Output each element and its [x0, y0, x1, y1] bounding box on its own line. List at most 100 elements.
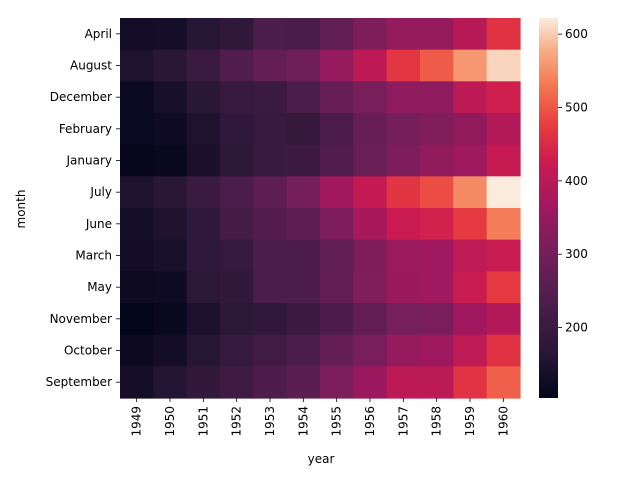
heatmap-cell [486, 144, 521, 177]
heatmap-cell [486, 271, 521, 304]
heatmap-cell [453, 176, 488, 209]
y-tick-label: July [89, 185, 112, 199]
heatmap-cell [386, 18, 421, 51]
heatmap-cell [453, 208, 488, 241]
heatmap-cell [320, 144, 354, 177]
heatmap-cell [153, 334, 188, 367]
heatmap-cell [353, 81, 388, 114]
heatmap-cell [120, 18, 154, 51]
heatmap-cell [386, 334, 421, 367]
heatmap-cell [120, 303, 154, 336]
heatmap-cell [453, 239, 488, 272]
heatmap-cell [386, 144, 421, 177]
heatmap-cell [186, 208, 221, 241]
heatmap-cell [253, 49, 288, 82]
heatmap-cell [486, 239, 521, 272]
heatmap-cell [253, 144, 288, 177]
heatmap-cell [320, 366, 354, 399]
heatmap-cell [386, 208, 421, 241]
heatmap-cell [253, 18, 288, 51]
heatmap-cell [286, 113, 321, 146]
heatmap-cell [386, 239, 421, 272]
heatmap-cell [220, 271, 254, 304]
heatmap-cell [353, 18, 388, 51]
heatmap-cell [286, 239, 321, 272]
colorbar [539, 18, 558, 398]
heatmap-cell [253, 113, 288, 146]
heatmap-cell [120, 144, 154, 177]
x-tick-labels: 1949 1950 1951 1952 1953 1954 1955 1956 1957 1958… [130, 398, 510, 437]
heatmap-cell [286, 81, 321, 114]
heatmap-cell [220, 208, 254, 241]
colorbar-tick-label: 600 [565, 27, 588, 41]
heatmap-cell [286, 18, 321, 51]
heatmap-cell [453, 366, 488, 399]
heatmap-cell [320, 81, 354, 114]
heatmap-cell [153, 271, 188, 304]
heatmap-cell [486, 81, 521, 114]
heatmap-cell [486, 366, 521, 399]
x-tick-label: 1952 [230, 406, 244, 437]
heatmap-cell [220, 144, 254, 177]
x-tick-label: 1950 [163, 406, 177, 437]
heatmap-cell [420, 303, 454, 336]
heatmap-cell [153, 366, 188, 399]
x-tick-label: 1954 [296, 406, 310, 437]
heatmap-cell [386, 49, 421, 82]
heatmap-cell [386, 271, 421, 304]
heatmap-cell [486, 49, 521, 82]
y-tick-label: May [87, 280, 112, 294]
heatmap-cell [120, 208, 154, 241]
heatmap-cell [353, 366, 388, 399]
heatmap-cell [286, 303, 321, 336]
y-axis-label: month [14, 190, 28, 229]
y-tick-label: April [85, 27, 112, 41]
heatmap-cell [186, 113, 221, 146]
colorbar-tick-label: 500 [565, 100, 588, 114]
heatmap-cell [453, 81, 488, 114]
heatmap-cell [486, 113, 521, 146]
heatmap-cell [320, 271, 354, 304]
heatmap-cell [353, 176, 388, 209]
heatmap-cell [353, 49, 388, 82]
x-tick-label: 1958 [430, 406, 444, 437]
heatmap-cell [386, 303, 421, 336]
heatmap-cell [253, 303, 288, 336]
heatmap-cell [420, 49, 454, 82]
heatmap-cell [253, 239, 288, 272]
heatmap-cell [186, 18, 221, 51]
colorbar-tick-label: 400 [565, 174, 588, 188]
heatmap-cell [286, 334, 321, 367]
x-axis-label: year [308, 452, 335, 466]
heatmap-cell [253, 271, 288, 304]
heatmap-cell [453, 271, 488, 304]
heatmap-cell [353, 208, 388, 241]
heatmap-cell [420, 239, 454, 272]
heatmap-cell [153, 49, 188, 82]
heatmap-cell [220, 303, 254, 336]
heatmap-cell [186, 49, 221, 82]
heatmap-cell [386, 366, 421, 399]
x-tick-label: 1953 [263, 406, 277, 437]
heatmap-cell [253, 176, 288, 209]
heatmap-cell [153, 113, 188, 146]
heatmap-cell [353, 144, 388, 177]
heatmap-cell [120, 113, 154, 146]
heatmap-cell [353, 334, 388, 367]
heatmap-cell [120, 81, 154, 114]
heatmap-cell [220, 366, 254, 399]
heatmap-cell [186, 334, 221, 367]
y-tick-label: June [85, 217, 112, 231]
heatmap-cell [386, 176, 421, 209]
heatmap-cell [420, 176, 454, 209]
heatmap-cell [386, 113, 421, 146]
heatmap-cell [120, 49, 154, 82]
heatmap-cell [253, 81, 288, 114]
heatmap-cell [486, 18, 521, 51]
heatmap-cell [386, 81, 421, 114]
heatmap-cell [286, 271, 321, 304]
heatmap-cell [253, 208, 288, 241]
heatmap-cell [186, 239, 221, 272]
heatmap-cell [286, 208, 321, 241]
x-tick-label: 1949 [130, 406, 144, 437]
